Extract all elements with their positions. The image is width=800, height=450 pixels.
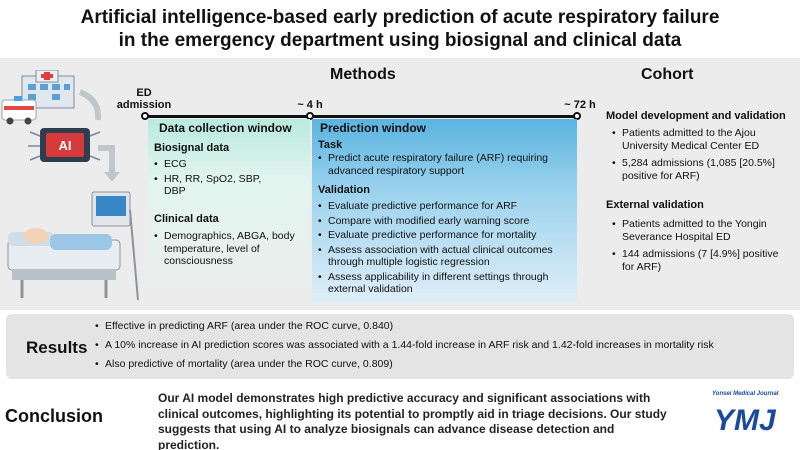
list-item: Patients admitted to the Yongin Severanc… [612,218,792,243]
cohort-heading: Cohort [641,66,694,83]
ai-chip-icon: AI [28,128,101,162]
list-item: Also predictive of mortality (area under… [95,358,714,370]
data-collection-title: Data collection window [159,121,292,135]
timeline-end-label: ~ 72 h [564,99,596,111]
results-label: Results [26,338,88,357]
list-item: Demographics, ABGA, body temperature, le… [154,230,302,268]
clinical-list: Demographics, ABGA, body temperature, le… [154,230,302,270]
list-item: Assess association with actual clinical … [318,244,578,269]
list-item: Patients admitted to the Ajou University… [612,127,792,152]
validation-heading: Validation [318,184,370,196]
timeline-axis [146,115,578,118]
cohort-ext-heading: External validation [606,199,704,211]
list-item: Assess applicability in different settin… [318,271,578,296]
list-item: A 10% increase in AI prediction scores w… [95,339,714,351]
journal-name: Yonsei Medical Journal [712,391,779,397]
clinical-illustration: AI [1,70,139,301]
list-item: Predict acute respiratory failure (ARF) … [318,152,548,177]
title-line-2: in the emergency department using biosig… [118,30,682,51]
patient-bed-icon [7,191,139,301]
timeline-start-line2: admission [116,99,172,111]
page-title: Artificial intelligence-based early pred… [0,6,800,52]
timeline-start-line1: ED [136,87,152,99]
cohort-dev-list: Patients admitted to the Ajou University… [612,127,792,184]
list-item: ECG [154,158,304,171]
timeline-start-label: ED admission [112,87,176,111]
conclusion-label: Conclusion [5,406,103,426]
list-item: Compare with modified early warning scor… [318,215,578,228]
task-list: Predict acute respiratory failure (ARF) … [318,152,548,179]
timeline-mid-label: ~ 4 h [297,99,323,111]
cohort-dev-heading: Model development and validation [606,110,786,122]
timeline-mid-marker [306,112,314,120]
prediction-title: Prediction window [320,121,427,135]
ai-chip-label: AI [59,138,72,153]
list-item: Evaluate predictive performance for mort… [318,229,578,242]
task-heading: Task [318,139,343,151]
list-item: Effective in predicting ARF (area under … [95,320,714,332]
ambulance-icon [1,96,37,125]
biosignal-list: ECG HR, RR, SpO2, SBP, DBP [154,158,304,200]
data-collection-window [148,119,310,303]
journal-logo: YMJ [714,404,777,437]
methods-heading: Methods [330,66,396,83]
flow-arrow-mid [98,145,115,174]
cohort-ext-list: Patients admitted to the Yongin Severanc… [612,218,792,275]
biosignal-heading: Biosignal data [154,142,230,154]
flow-arrow-top [78,89,102,121]
conclusion-text: Our AI model demonstrates high predictiv… [158,391,667,450]
list-item: 144 admissions (7 [4.9%] positive for AR… [612,248,792,273]
validation-list: Evaluate predictive performance for ARF … [318,200,578,298]
timeline-start-marker [141,112,149,120]
timeline-end-marker [573,112,581,120]
list-item: 5,284 admissions (1,085 [20.5%] positive… [612,157,792,182]
clinical-heading: Clinical data [154,213,219,225]
journal-logo-text: YMJ [714,404,777,437]
list-item: Evaluate predictive performance for ARF [318,200,578,213]
list-item: HR, RR, SpO2, SBP, DBP [154,173,266,198]
results-list: Effective in predicting ARF (area under … [95,320,714,377]
title-line-1: Artificial intelligence-based early pred… [80,7,720,28]
